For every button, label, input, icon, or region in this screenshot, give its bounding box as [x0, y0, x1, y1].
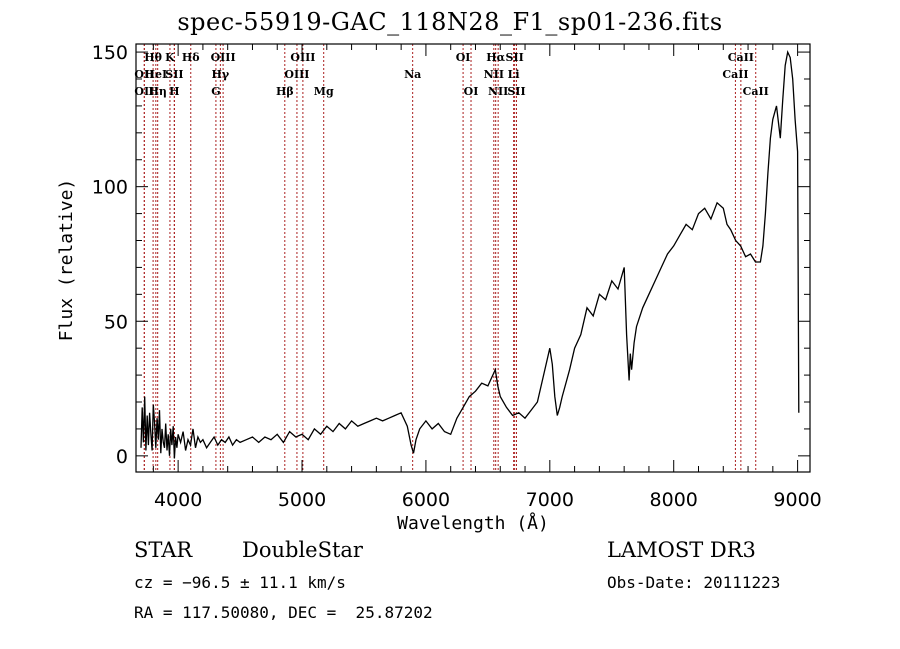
chart-title: spec-55919-GAC_118N28_F1_sp01-236.fits — [177, 8, 723, 36]
line-label-h: H — [169, 85, 179, 98]
x-tick-label: 4000 — [154, 489, 202, 511]
x-tick-label: 9000 — [773, 489, 821, 511]
line-label-na: Na — [404, 68, 421, 81]
coordinates: RA = 117.50080, DEC = 25.87202 — [134, 603, 433, 622]
x-tick-label: 6000 — [402, 489, 450, 511]
line-label-mg: Mg — [314, 85, 334, 98]
x-tick-label: 8000 — [650, 489, 698, 511]
line-label-oiii: OIII — [290, 51, 315, 64]
redshift-text: cz = −96.5 ± 11.1 km/s — [134, 573, 346, 592]
line-label-oiii: OIII — [284, 68, 309, 81]
line-label-oi: OI — [464, 85, 479, 98]
y-axis-title: Flux (relative) — [56, 179, 77, 342]
line-label-hei: HeI — [145, 68, 168, 81]
axis-ticks — [136, 44, 810, 472]
spectrum-line — [140, 49, 800, 459]
line-label-caii: CaII — [743, 85, 769, 98]
line-label-k: K — [165, 51, 175, 64]
line-label-hγ: Hγ — [212, 68, 230, 81]
line-label-hα: Hα — [486, 51, 505, 64]
line-label-li: Li — [508, 68, 520, 81]
line-label-oi: OI — [456, 51, 471, 64]
line-label-sii: SII — [165, 68, 183, 81]
line-label-caii: CaII — [728, 51, 754, 64]
x-axis-title: Wavelength (Å) — [397, 512, 549, 534]
y-tick-label: 100 — [92, 177, 128, 199]
tick-labels: 4000 5000 6000 7000 8000 9000 0 50 100 150 — [92, 42, 822, 511]
obs-date: Obs-Date: 20111223 — [607, 573, 781, 592]
y-tick-label: 0 — [116, 446, 128, 468]
line-label-oii: OII — [134, 85, 154, 98]
line-labels: OII OII Hθ HeI Hη K SII H Hδ OIII Hγ G Hβ OIII OIII Mg N… — [134, 51, 768, 98]
line-label-caii: CaII — [722, 68, 748, 81]
line-label-oii: OII — [134, 68, 154, 81]
object-class: STAR — [134, 538, 193, 562]
plot-frame — [135, 43, 811, 473]
line-label-nii: NII — [484, 68, 504, 81]
line-label-oiii: OIII — [211, 51, 236, 64]
x-tick-label: 7000 — [526, 489, 574, 511]
x-tick-label: 5000 — [278, 489, 326, 511]
line-label-hη: Hη — [148, 85, 166, 98]
line-label-sii: SII — [506, 51, 524, 64]
y-tick-label: 50 — [104, 311, 128, 333]
line-label-hβ: Hβ — [276, 85, 294, 98]
object-subclass: DoubleStar — [242, 538, 363, 562]
line-label-sii: SII — [507, 85, 525, 98]
y-tick-label: 150 — [92, 42, 128, 64]
line-label-hδ: Hδ — [182, 51, 200, 64]
line-label-nii: NII — [488, 85, 508, 98]
line-markers — [143, 44, 757, 472]
line-label-hθ: Hθ — [144, 51, 162, 64]
survey-name: LAMOST DR3 — [607, 538, 756, 562]
line-label-g: G — [211, 85, 220, 98]
